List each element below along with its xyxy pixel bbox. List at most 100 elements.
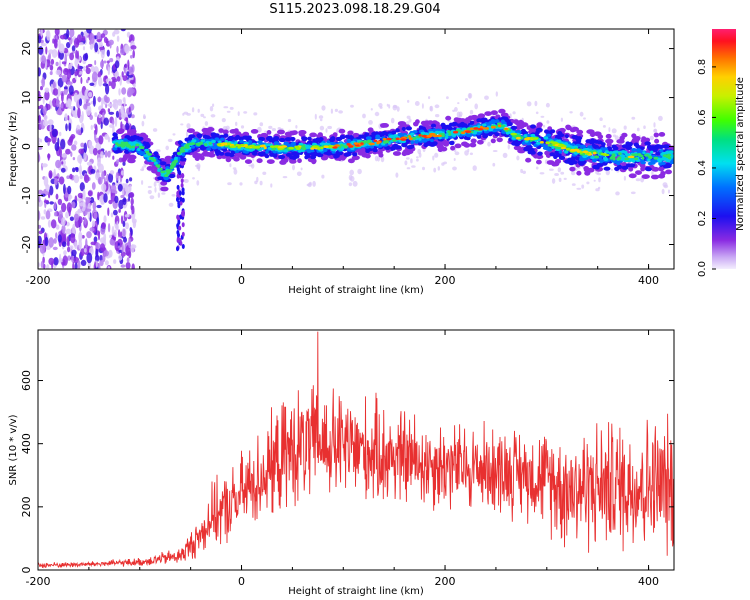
band-blob bbox=[588, 140, 596, 145]
streak-blob bbox=[176, 197, 179, 202]
band-blob bbox=[155, 164, 161, 168]
noise-blob bbox=[405, 157, 410, 160]
band-blob bbox=[273, 136, 280, 141]
noise-blob bbox=[80, 142, 85, 148]
band-blob bbox=[510, 125, 518, 130]
noise-blob bbox=[42, 263, 46, 269]
noise-blob bbox=[129, 79, 135, 84]
noise-blob bbox=[474, 103, 479, 110]
noise-blob bbox=[118, 208, 121, 213]
streak-blob bbox=[178, 225, 182, 231]
band-blob bbox=[550, 129, 556, 134]
noise-blob bbox=[78, 231, 83, 243]
noise-blob bbox=[43, 199, 50, 204]
noise-blob bbox=[121, 244, 124, 253]
noise-blob bbox=[212, 103, 215, 107]
noise-blob bbox=[253, 112, 258, 116]
noise-blob bbox=[581, 184, 585, 189]
band-blob bbox=[218, 128, 224, 134]
noise-blob bbox=[100, 151, 104, 159]
noise-blob bbox=[243, 111, 248, 114]
noise-blob bbox=[124, 64, 128, 68]
band-blob bbox=[323, 142, 329, 146]
spectrogram-frame bbox=[37, 28, 675, 270]
noise-blob bbox=[579, 111, 584, 117]
peak-blob bbox=[226, 142, 231, 145]
noise-blob bbox=[615, 191, 620, 196]
noise-blob bbox=[126, 71, 130, 77]
noise-blob bbox=[85, 196, 89, 203]
band-blob bbox=[461, 141, 469, 147]
noise-blob bbox=[545, 102, 550, 108]
noise-blob bbox=[98, 114, 102, 119]
band-blob bbox=[498, 108, 506, 114]
peak-blob bbox=[382, 137, 387, 141]
noise-blob bbox=[79, 164, 82, 176]
band-blob bbox=[149, 157, 153, 160]
peak-blob bbox=[545, 141, 550, 144]
noise-blob bbox=[124, 184, 129, 192]
band-blob bbox=[285, 152, 292, 157]
snr-marks bbox=[38, 331, 674, 569]
band-blob bbox=[620, 150, 626, 154]
band-blob bbox=[658, 166, 665, 172]
band-blob bbox=[320, 155, 329, 161]
spectrogram-x-label: Height of straight line (km) bbox=[288, 285, 424, 296]
noise-blob bbox=[406, 115, 411, 120]
noise-blob bbox=[107, 60, 110, 64]
noise-blob bbox=[117, 100, 123, 106]
band-blob bbox=[272, 147, 276, 151]
noise-blob bbox=[330, 108, 333, 114]
band-blob bbox=[184, 143, 190, 147]
noise-blob bbox=[83, 248, 87, 253]
noise-blob bbox=[457, 102, 460, 105]
band-blob bbox=[614, 150, 620, 154]
noise-blob bbox=[569, 111, 573, 114]
noise-blob bbox=[121, 71, 124, 78]
band-blob bbox=[193, 153, 202, 159]
noise-blob bbox=[534, 100, 538, 107]
spectrogram-marks bbox=[38, 29, 674, 269]
noise-blob bbox=[563, 177, 567, 180]
noise-blob bbox=[196, 163, 201, 169]
band-blob bbox=[171, 162, 177, 166]
streak-blob bbox=[176, 173, 180, 179]
noise-blob bbox=[133, 83, 136, 88]
streak-blob bbox=[180, 178, 184, 184]
band-blob bbox=[347, 130, 354, 136]
band-blob bbox=[453, 117, 460, 122]
noise-blob bbox=[69, 29, 75, 38]
noise-blob bbox=[512, 111, 516, 115]
noise-blob bbox=[631, 116, 636, 120]
band-blob bbox=[536, 159, 542, 165]
band-blob bbox=[389, 135, 394, 139]
noise-blob bbox=[390, 117, 395, 124]
noise-blob bbox=[97, 216, 100, 226]
figure-title: S115.2023.098.18.29.G04 bbox=[269, 2, 440, 17]
noise-blob bbox=[103, 250, 109, 257]
band-blob bbox=[448, 133, 452, 136]
noise-blob bbox=[112, 31, 116, 37]
noise-blob bbox=[120, 105, 124, 115]
noise-blob bbox=[122, 220, 126, 228]
noise-blob bbox=[69, 216, 74, 222]
band-blob bbox=[647, 155, 653, 159]
peak-blob bbox=[311, 145, 319, 148]
noise-blob bbox=[81, 35, 86, 42]
y-tick-label: 600 bbox=[20, 370, 33, 391]
noise-blob bbox=[60, 139, 66, 150]
peak-blob bbox=[497, 124, 502, 128]
band-blob bbox=[625, 141, 631, 146]
band-blob bbox=[565, 125, 572, 131]
band-blob bbox=[233, 156, 240, 162]
band-blob bbox=[232, 147, 238, 151]
peak-blob bbox=[429, 132, 436, 136]
noise-blob bbox=[50, 219, 57, 229]
noise-blob bbox=[125, 222, 129, 230]
noise-blob bbox=[54, 38, 58, 49]
noise-blob bbox=[168, 202, 174, 207]
band-blob bbox=[616, 164, 623, 169]
noise-blob bbox=[100, 200, 104, 205]
band-blob bbox=[434, 130, 440, 134]
noise-blob bbox=[325, 128, 328, 133]
